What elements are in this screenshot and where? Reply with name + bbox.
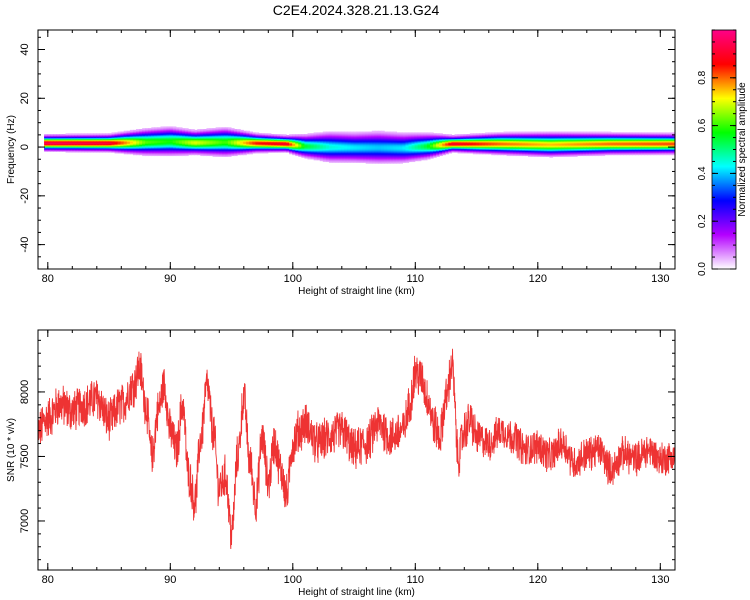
- spec-x-tick-label: 110: [407, 273, 425, 285]
- colorbar-tick-label: 0.6: [697, 118, 708, 132]
- spec-y-axis-label: Frequency (Hz): [6, 115, 17, 184]
- spec-y-tick-label: 0: [19, 144, 31, 150]
- snr-frame: [37, 329, 676, 571]
- snr-y-axis-label: SNR (10 * v/v): [6, 418, 17, 482]
- spec-x-tick-label: 80: [42, 273, 54, 285]
- snr-x-tick-label: 80: [42, 574, 54, 586]
- colorbar-tick-label: 0.2: [697, 214, 708, 228]
- colorbar-scale: [711, 29, 737, 270]
- colorbar-tick-label: 0.8: [697, 70, 708, 84]
- snr-x-tick-label: 120: [529, 574, 547, 586]
- colorbar-tick-label: 0.4: [697, 166, 708, 180]
- spec-y-tick-label: 20: [19, 92, 31, 104]
- spectrogram-band: [44, 126, 675, 164]
- spec-x-tick-label: 130: [651, 273, 669, 285]
- colorbar: 0.0 0.2 0.4 0.6 0.8 Normalized spectral ampli…: [697, 29, 748, 276]
- colorbar-tick-label: 0.0: [697, 262, 708, 276]
- spec-x-tick-label: 90: [164, 273, 176, 285]
- snr-x-tick-label: 110: [407, 574, 425, 586]
- spec-y-tick-label: -20: [19, 188, 31, 204]
- snr-y-tick-label: 8000: [19, 380, 31, 404]
- snr-x-tick-label: 100: [284, 574, 302, 586]
- spec-y-tick-label: 40: [19, 43, 31, 55]
- snr-y-tick-label: 7000: [19, 509, 31, 533]
- snr-series-line: [38, 348, 675, 549]
- spec-x-tick-label: 100: [284, 273, 302, 285]
- snr-x-axis-label: Height of straight line (km): [298, 587, 415, 598]
- spec-x-axis-label: Height of straight line (km): [298, 286, 415, 297]
- spec-frame: [37, 29, 676, 270]
- spectrogram-panel: 80 90 100 110 120 130 -40 -20 0 20 40 Height of str…: [6, 29, 676, 297]
- spec-x-tick-label: 120: [529, 273, 547, 285]
- colorbar-label: Normalized spectral amplitude: [737, 82, 748, 217]
- chart-title: C2E4.2024.328.21.13.G24: [272, 2, 440, 18]
- snr-x-tick-label: 90: [164, 574, 176, 586]
- spec-y-tick-label: -40: [19, 237, 31, 253]
- snr-y-tick-label: 7500: [19, 444, 31, 468]
- snr-x-tick-label: 130: [651, 574, 669, 586]
- snr-panel: 80 90 100 110 120 130 7000 7500 8000 Height of st…: [6, 329, 676, 598]
